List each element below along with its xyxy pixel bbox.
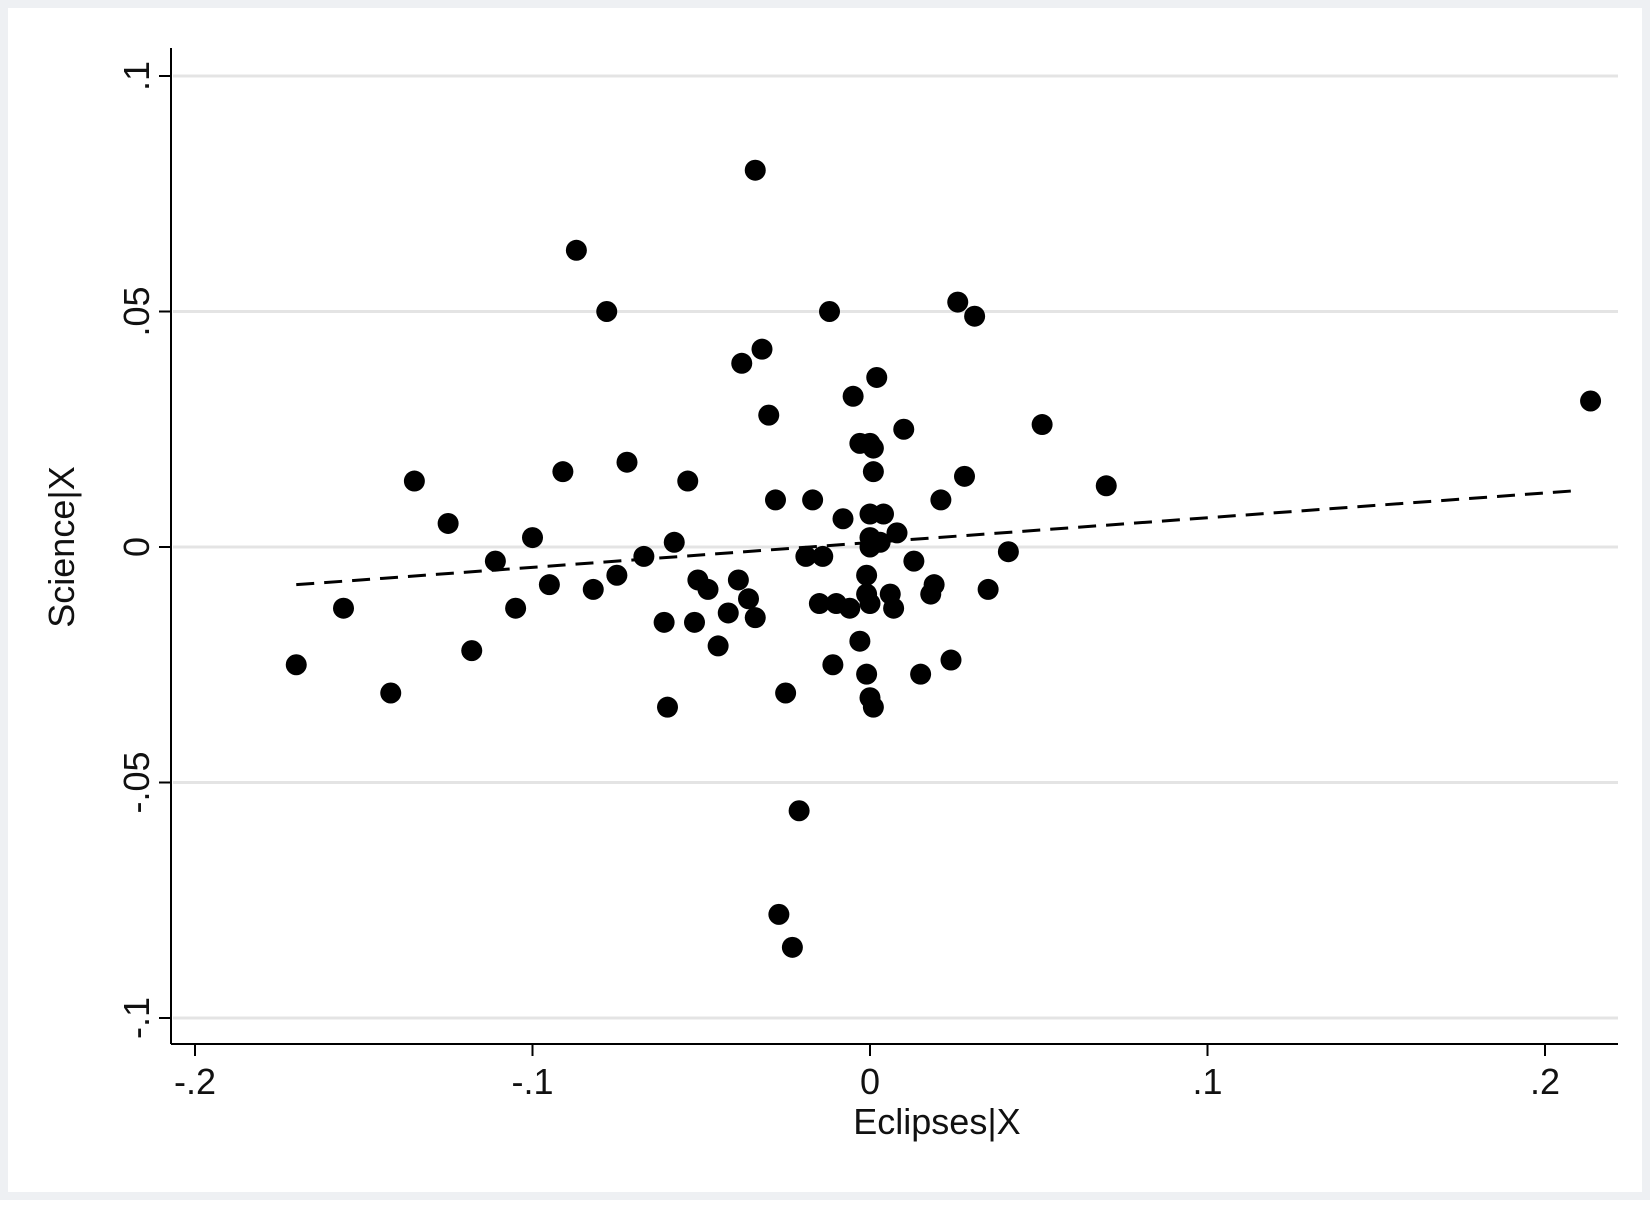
data-point bbox=[596, 301, 618, 322]
y-tick-label: -.1 bbox=[116, 997, 157, 1039]
data-point bbox=[538, 574, 560, 596]
data-point bbox=[859, 593, 881, 615]
data-point bbox=[1095, 475, 1117, 497]
data-point bbox=[819, 301, 840, 322]
data-point bbox=[403, 470, 425, 492]
data-point bbox=[616, 451, 638, 473]
scatter-plot: -.1 -.05 0 .05 .1 -.2 -.1 0 .1 .2 Eclipses|X Sci… bbox=[41, 48, 1618, 1142]
data-point bbox=[903, 550, 925, 572]
data-point bbox=[856, 564, 878, 586]
data-point bbox=[859, 536, 881, 558]
data-point bbox=[437, 512, 459, 534]
data-point bbox=[653, 611, 675, 633]
data-point bbox=[717, 602, 739, 624]
data-point bbox=[839, 597, 861, 619]
data-point bbox=[633, 545, 655, 567]
y-tick-label: .1 bbox=[116, 61, 157, 91]
data-point bbox=[886, 522, 908, 544]
data-point bbox=[862, 437, 884, 459]
data-point bbox=[582, 578, 604, 600]
fit-line bbox=[296, 488, 1579, 587]
data-point bbox=[751, 338, 773, 360]
data-point bbox=[788, 800, 810, 822]
data-point bbox=[765, 489, 786, 511]
data-point bbox=[930, 489, 952, 511]
data-point bbox=[461, 640, 483, 662]
data-point bbox=[812, 545, 834, 567]
data-point bbox=[697, 578, 719, 600]
data-point bbox=[795, 545, 817, 567]
data-point bbox=[849, 630, 871, 652]
data-point bbox=[873, 503, 894, 525]
data-point bbox=[964, 305, 986, 327]
data-point bbox=[565, 239, 587, 261]
data-point bbox=[856, 663, 878, 685]
data-point bbox=[842, 385, 864, 407]
data-point bbox=[832, 508, 854, 530]
y-ticks: -.1 -.05 0 .05 .1 bbox=[116, 61, 171, 1039]
data-point bbox=[883, 597, 905, 619]
data-point bbox=[505, 597, 527, 619]
data-point bbox=[940, 649, 962, 671]
data-point bbox=[808, 593, 830, 615]
data-point bbox=[862, 696, 884, 718]
data-point bbox=[744, 607, 766, 629]
data-point bbox=[920, 583, 942, 605]
data-point bbox=[822, 654, 844, 676]
data-point bbox=[552, 461, 574, 483]
x-tick-label: .1 bbox=[1192, 1061, 1222, 1102]
x-ticks: -.2 -.1 0 .1 .2 bbox=[174, 1044, 1560, 1102]
data-point bbox=[758, 404, 780, 426]
x-tick-label: .2 bbox=[1530, 1061, 1560, 1102]
data-point bbox=[522, 527, 543, 549]
data-point bbox=[977, 578, 999, 600]
data-point bbox=[1580, 390, 1602, 412]
x-tick-label: -.2 bbox=[174, 1061, 216, 1102]
x-tick-label: -.1 bbox=[511, 1061, 553, 1102]
data-point bbox=[677, 470, 699, 492]
data-point bbox=[947, 291, 969, 313]
data-point bbox=[333, 597, 354, 619]
data-points bbox=[285, 159, 1602, 958]
data-point bbox=[744, 159, 766, 181]
data-point bbox=[285, 654, 307, 676]
data-point bbox=[707, 635, 729, 657]
y-tick-label: 0 bbox=[116, 537, 157, 557]
data-point bbox=[781, 936, 803, 958]
x-axis-title: Eclipses|X bbox=[853, 1101, 1020, 1142]
data-point bbox=[954, 465, 975, 487]
data-point bbox=[684, 611, 705, 633]
data-point bbox=[657, 696, 678, 718]
data-point bbox=[775, 682, 797, 704]
data-point bbox=[997, 541, 1019, 563]
grid-lines bbox=[173, 74, 1618, 1020]
data-point bbox=[862, 461, 884, 483]
data-point bbox=[1031, 414, 1053, 436]
data-point bbox=[484, 550, 506, 572]
y-tick-label: -.05 bbox=[116, 751, 157, 813]
data-point bbox=[731, 352, 753, 374]
data-point bbox=[738, 588, 759, 610]
data-point bbox=[727, 569, 749, 591]
data-point bbox=[866, 366, 888, 388]
y-axis-title: Science|X bbox=[41, 466, 82, 627]
data-point bbox=[910, 663, 932, 685]
data-point bbox=[893, 418, 915, 440]
y-tick-label: .05 bbox=[116, 286, 157, 336]
data-point bbox=[663, 531, 685, 553]
data-point bbox=[768, 903, 790, 925]
x-tick-label: 0 bbox=[860, 1061, 880, 1102]
data-point bbox=[606, 564, 628, 586]
data-point bbox=[380, 682, 402, 704]
data-point bbox=[802, 489, 824, 511]
